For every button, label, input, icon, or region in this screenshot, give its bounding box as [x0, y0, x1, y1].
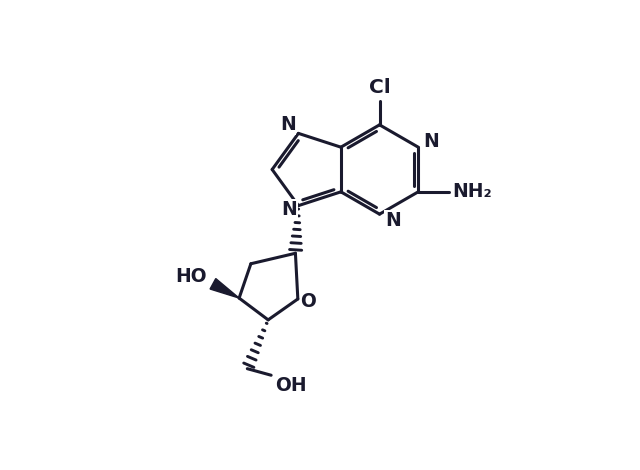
- Text: N: N: [424, 132, 439, 151]
- Text: N: N: [385, 211, 401, 230]
- Text: HO: HO: [175, 266, 207, 286]
- Text: N: N: [280, 115, 296, 134]
- Text: OH: OH: [276, 376, 307, 395]
- Text: O: O: [301, 292, 317, 312]
- Text: N: N: [282, 200, 298, 219]
- Text: NH₂: NH₂: [452, 182, 492, 201]
- Polygon shape: [210, 279, 239, 298]
- Text: Cl: Cl: [369, 78, 390, 97]
